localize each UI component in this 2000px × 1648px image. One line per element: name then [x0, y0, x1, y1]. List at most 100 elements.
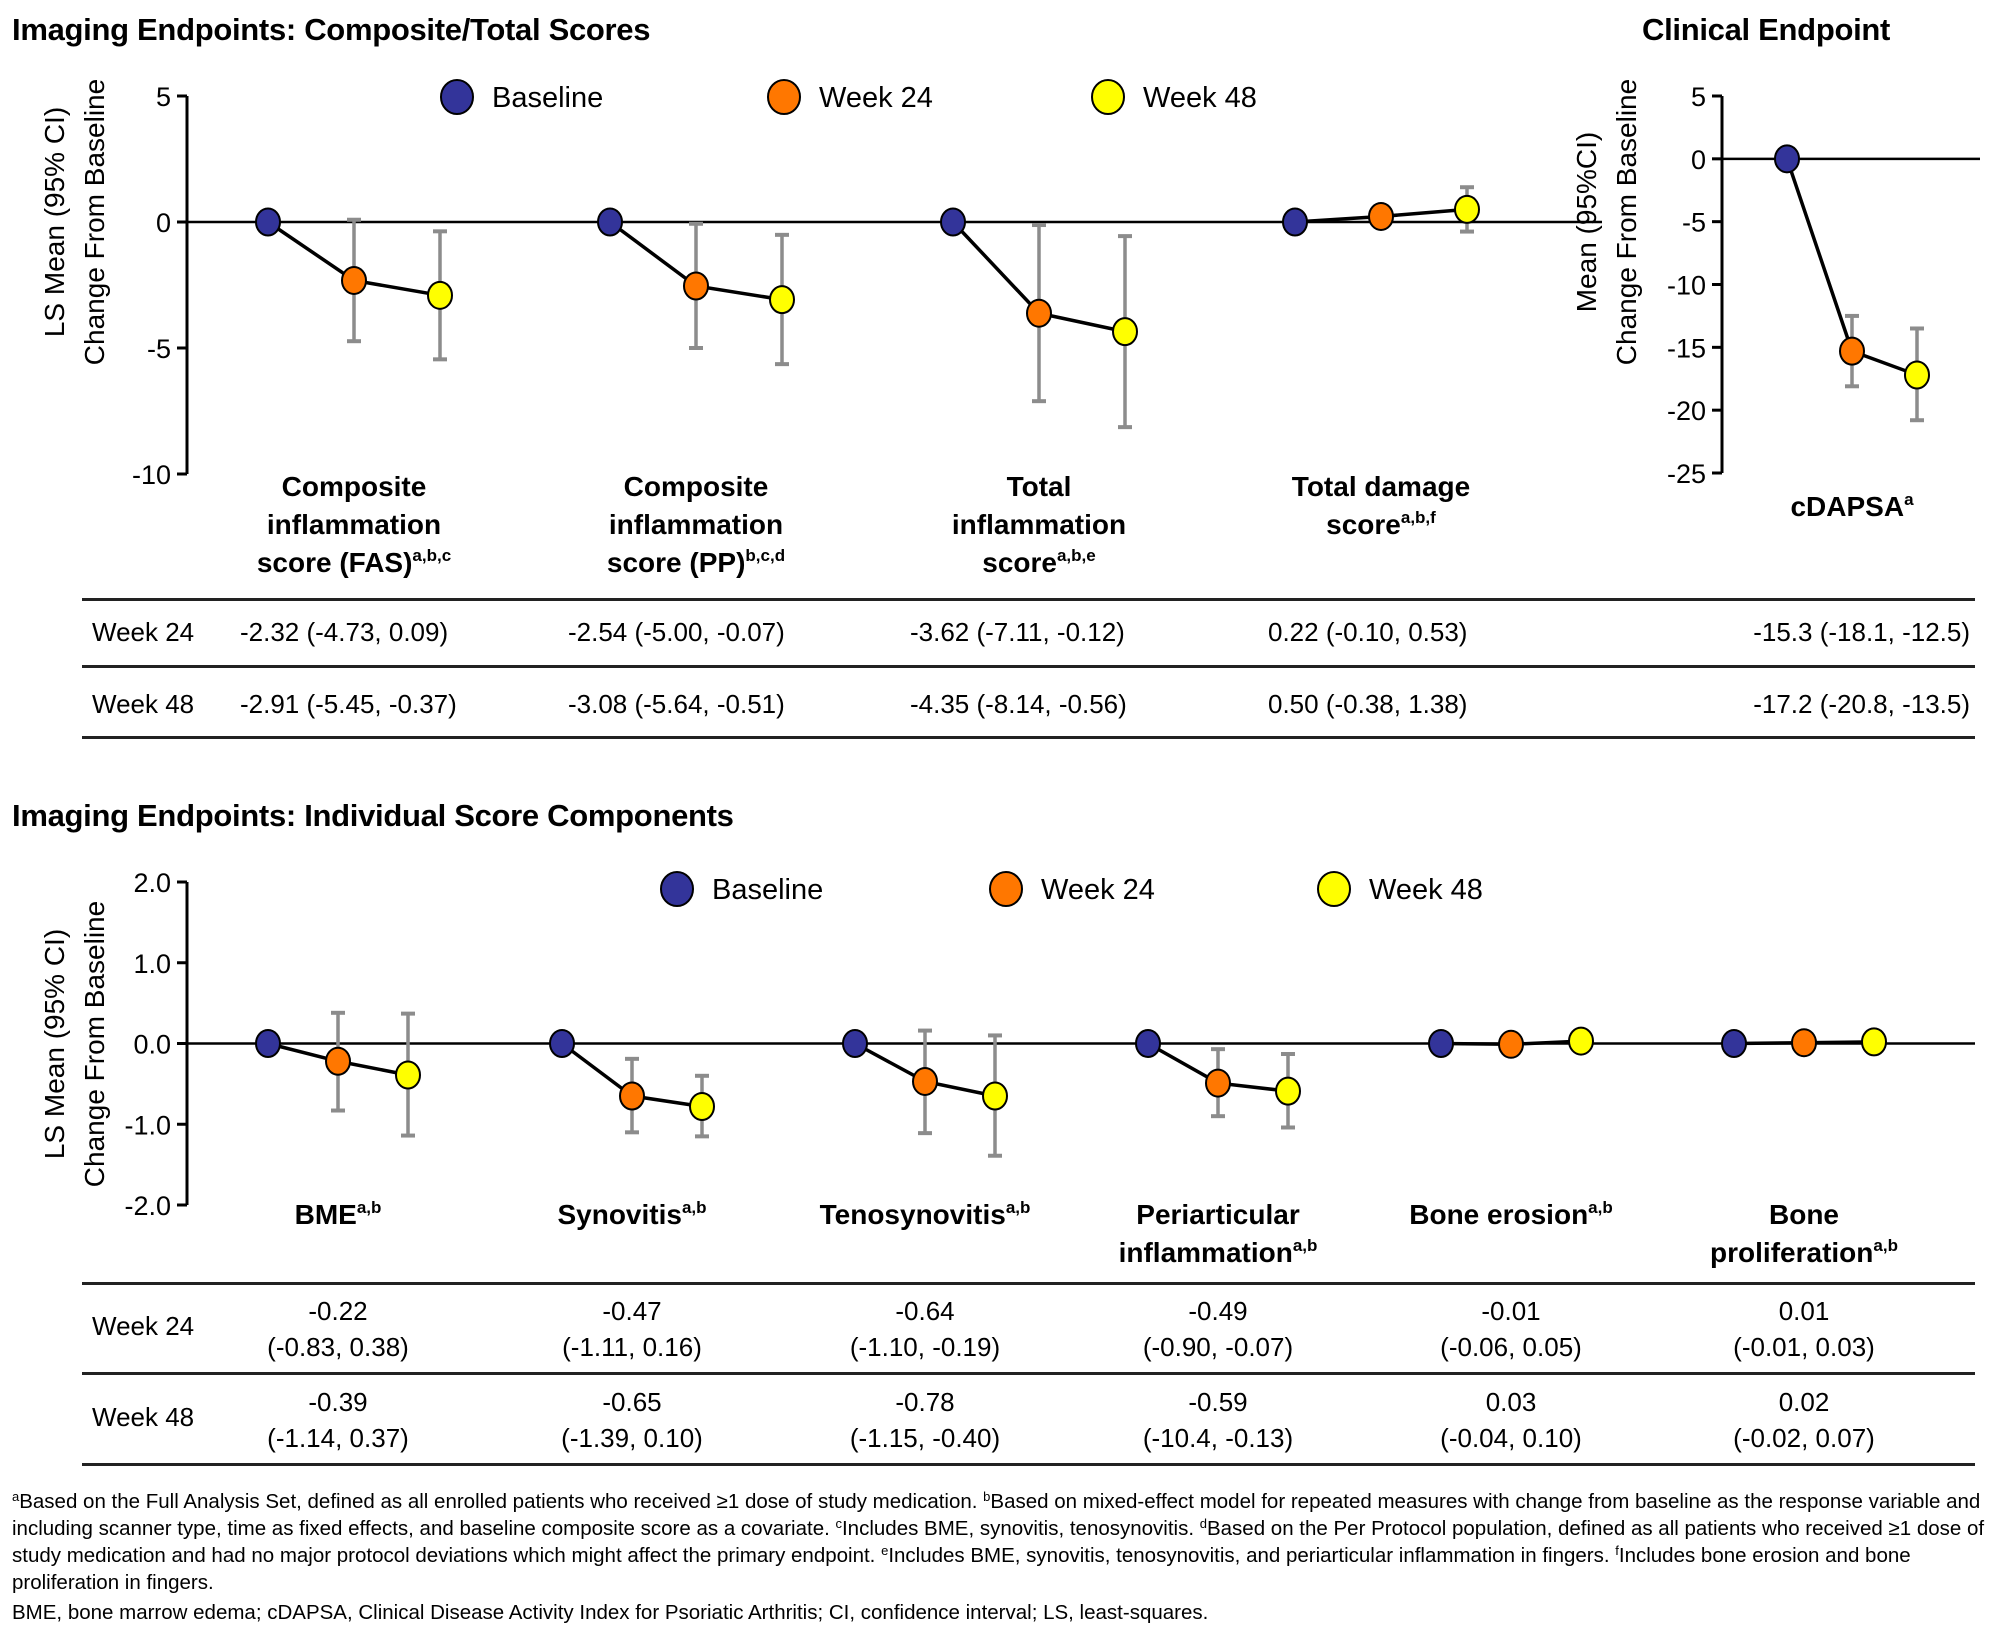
data-point-week-48 [1861, 1027, 1887, 1057]
y-axis-title: LS Mean (95% CI) [39, 929, 70, 1159]
table-cell: -2.32 (-4.73, 0.09) [240, 617, 449, 647]
y-tick-label: 2.0 [133, 868, 171, 898]
category-group [549, 1029, 715, 1139]
data-point-week-24 [1791, 1028, 1817, 1058]
footnotes: aBased on the Full Analysis Set, defined… [12, 1488, 1987, 1626]
y-tick-label: -1.0 [124, 1110, 171, 1140]
category-group [1282, 185, 1480, 237]
data-point-week-24 [619, 1081, 645, 1111]
data-point-baseline [1721, 1029, 1747, 1058]
data-point-week-24 [1026, 298, 1052, 328]
y-axis-title: Change From Baseline [79, 901, 110, 1187]
data-point-baseline [1282, 207, 1308, 237]
table-rule [82, 665, 1975, 668]
table-cell: 0.50 (-0.38, 1.38) [1268, 689, 1468, 719]
table-row-label: Week 48 [92, 1402, 195, 1432]
y-tick-label: 5 [1691, 82, 1706, 112]
legend-label: Baseline [712, 874, 823, 906]
y-axis-title: LS Mean (95% CI) [39, 107, 70, 337]
cell-ci: (-0.04, 0.10) [1440, 1423, 1582, 1453]
data-point-week-48 [769, 285, 795, 315]
category-label: Composite inflammation score (FAS)a,b,c [256, 471, 452, 578]
legend-label: Week 48 [1143, 82, 1257, 114]
y-tick-label: -15 [1667, 333, 1706, 363]
table-cell: -3.08 (-5.64, -0.51) [568, 689, 785, 719]
table-cell: -0.59 (-10.4, -0.13) [1143, 1384, 1293, 1456]
data-point-baseline [1428, 1029, 1454, 1058]
legend-label: Week 48 [1369, 874, 1483, 906]
data-point-week-24 [1839, 336, 1865, 366]
data-point-week-24 [1368, 201, 1394, 231]
category-group [1721, 1027, 1887, 1058]
table-rule [82, 736, 1975, 739]
y-tick-label: -25 [1667, 459, 1706, 489]
legend-marker-week-24 [989, 871, 1023, 907]
y-axis-title: Change From Baseline [1611, 79, 1642, 365]
table-cell: -3.62 (-7.11, -0.12) [910, 617, 1125, 647]
category-label: Total inflammation scorea,b,e [951, 471, 1127, 578]
cell-estimate: -0.65 [602, 1387, 662, 1417]
category-group [940, 207, 1138, 430]
y-tick-label: 1.0 [133, 949, 171, 979]
cell-ci: (-1.11, 0.16) [562, 1332, 702, 1362]
y-tick-label: -5 [147, 334, 171, 364]
data-point-week-48 [1568, 1026, 1594, 1056]
data-point-baseline [597, 207, 623, 237]
y-tick-label: 0 [1691, 145, 1706, 175]
category-group [255, 1010, 421, 1138]
y-axis-title: Change From Baseline [79, 79, 110, 365]
data-point-baseline [549, 1029, 575, 1058]
cell-estimate: -0.78 [895, 1387, 955, 1417]
legend-marker-week-48 [1317, 871, 1351, 907]
legend-label: Week 24 [819, 82, 933, 114]
legend-marker-baseline [660, 871, 694, 907]
data-point-week-24 [1498, 1029, 1524, 1059]
category-label: Synovitisa,b [557, 1198, 707, 1230]
category-group [597, 207, 795, 367]
table-cell: 0.01 (-0.01, 0.03) [1733, 1293, 1875, 1365]
data-point-week-24 [1205, 1068, 1231, 1098]
category-label: cDAPSAa [1790, 490, 1914, 522]
table-cell: -0.01 (-0.06, 0.05) [1440, 1293, 1582, 1365]
data-point-week-48 [1275, 1076, 1301, 1106]
cell-ci: (-10.4, -0.13) [1142, 1423, 1294, 1453]
category-group [1428, 1026, 1594, 1059]
table-cell: 0.02 (-0.02, 0.07) [1733, 1384, 1875, 1456]
table-rule [82, 1463, 1975, 1466]
table-cell: -0.47 (-1.11, 0.16) [562, 1293, 702, 1365]
cell-estimate: -0.47 [602, 1296, 662, 1326]
table-row-label: Week 24 [92, 1311, 195, 1341]
data-point-week-48 [1112, 317, 1138, 347]
table-rule [82, 598, 1975, 601]
data-point-week-48 [1904, 360, 1930, 390]
legend-label: Week 24 [1041, 874, 1155, 906]
table-cell: -0.64 (-1.10, -0.19) [850, 1293, 1000, 1365]
cell-estimate: -0.49 [1188, 1296, 1248, 1326]
category-label: Periarticular inflammationa,b [1118, 1199, 1318, 1268]
cell-estimate: -0.39 [308, 1387, 368, 1417]
table-rule [82, 1372, 1975, 1375]
cell-estimate: -0.64 [895, 1296, 955, 1326]
cell-ci: (-1.10, -0.19) [849, 1332, 1001, 1362]
table-cell: 0.22 (-0.10, 0.53) [1268, 617, 1468, 647]
data-point-baseline [940, 207, 966, 237]
data-point-week-48 [689, 1091, 715, 1121]
cell-ci: (-1.14, 0.37) [267, 1423, 409, 1453]
table-cell: -4.35 (-8.14, -0.56) [910, 689, 1127, 719]
table-cell: -0.78 (-1.15, -0.40) [850, 1384, 1000, 1456]
table-cell: -0.65 (-1.39, 0.10) [561, 1384, 703, 1456]
cell-estimate: -0.22 [308, 1296, 368, 1326]
category-group [255, 207, 453, 362]
table-row-label: Week 24 [92, 617, 195, 647]
legend-marker-baseline [440, 79, 474, 115]
y-tick-label: 0.0 [133, 1030, 171, 1060]
cell-ci: (-0.06, 0.05) [1440, 1332, 1582, 1362]
y-tick-label: -10 [132, 460, 171, 490]
legend-marker-week-24 [767, 79, 801, 115]
category-group [1135, 1029, 1301, 1130]
data-point-week-48 [1454, 194, 1480, 224]
y-tick-label: -20 [1667, 396, 1706, 426]
category-label: BMEa,b [294, 1198, 382, 1230]
table-row-label: Week 48 [92, 689, 195, 719]
